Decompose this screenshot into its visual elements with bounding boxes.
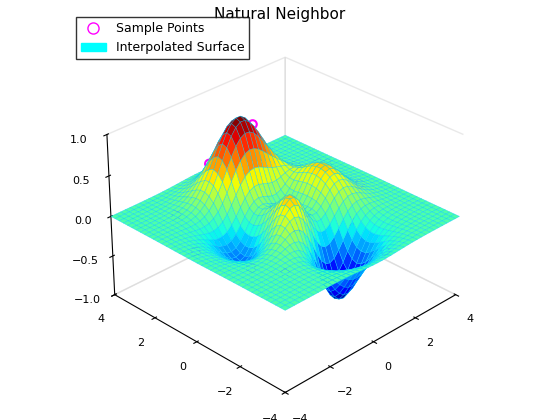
Legend: Sample Points, Interpolated Surface: Sample Points, Interpolated Surface bbox=[76, 17, 249, 59]
Title: Natural Neighbor: Natural Neighbor bbox=[214, 7, 346, 22]
